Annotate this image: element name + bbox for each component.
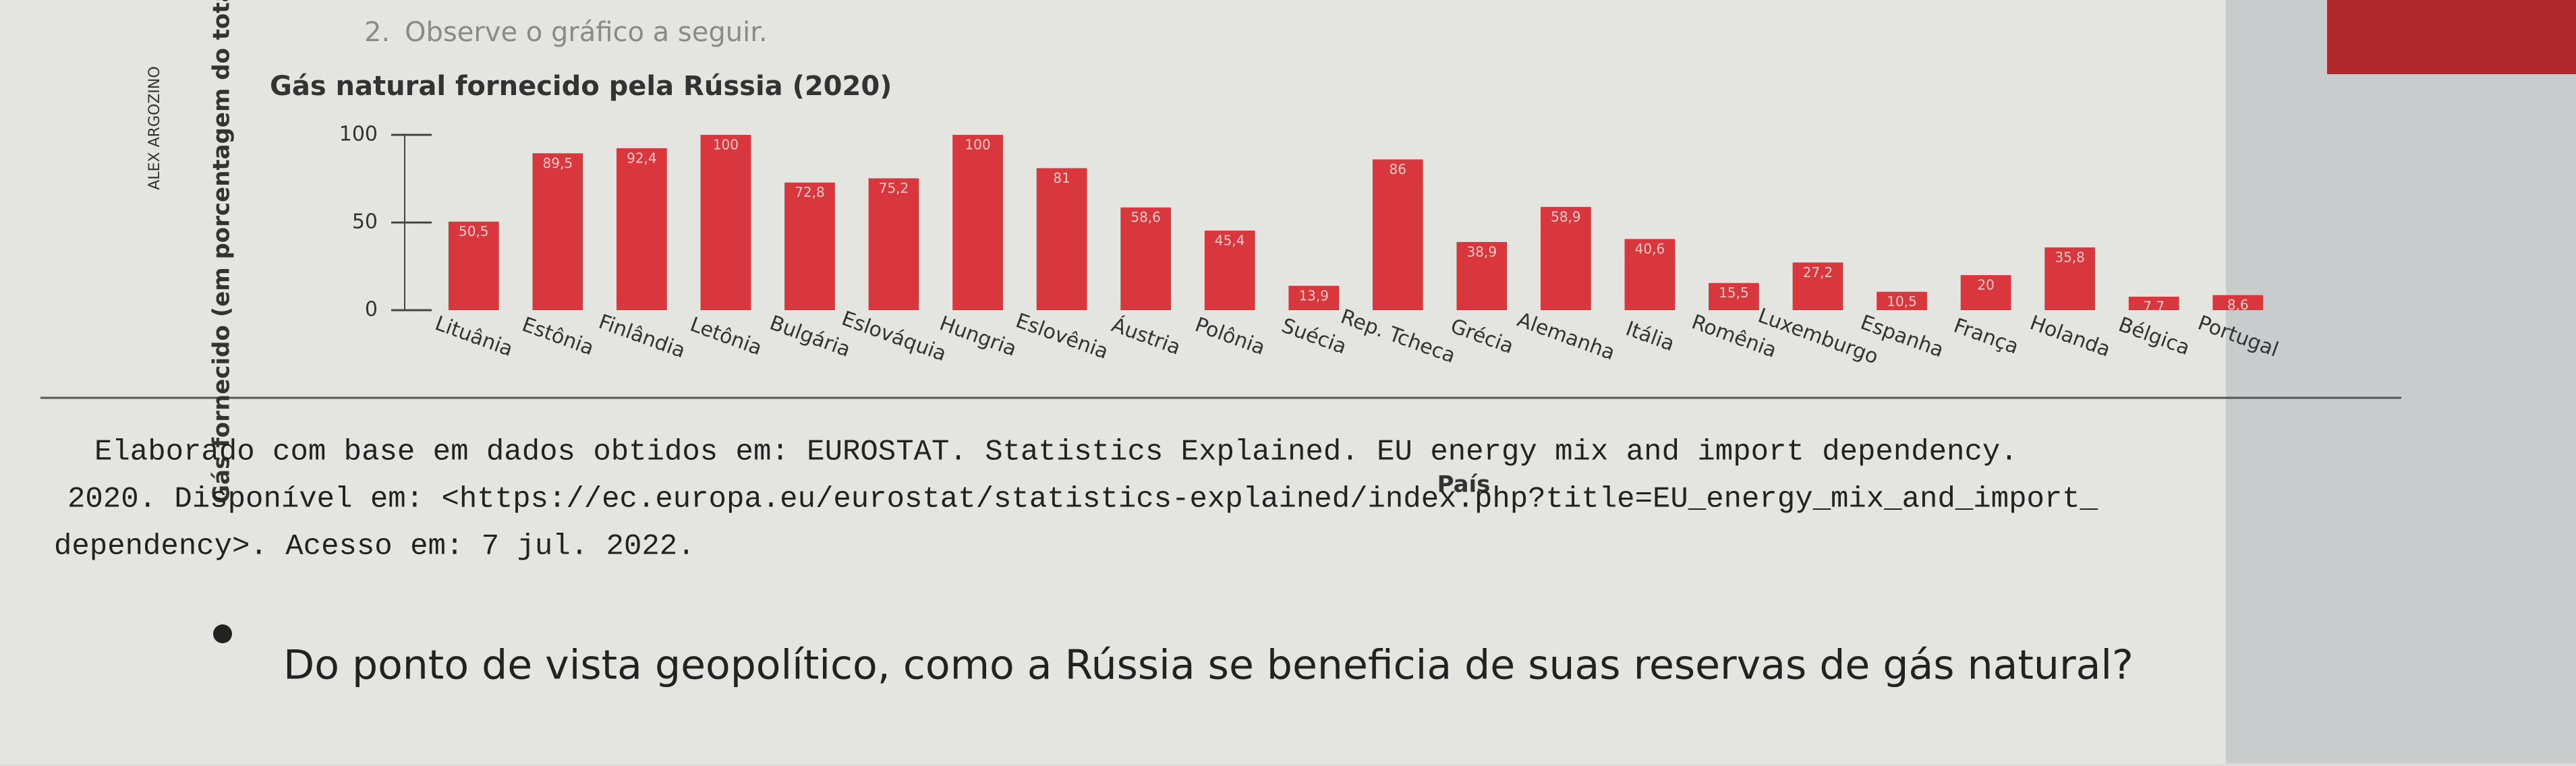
bar [952, 135, 1003, 310]
chart-title: Gás natural fornecido pela Rússia (2020) [270, 71, 892, 102]
value-label: 50,5 [459, 223, 489, 239]
bar [868, 178, 919, 310]
bar [1709, 283, 1759, 310]
bar [1877, 291, 1927, 310]
source-line: dependency>. Acesso em: 7 jul. 2022. [54, 530, 695, 564]
value-label: 58,6 [1130, 209, 1161, 225]
bar [2044, 247, 2095, 310]
value-label: 27,2 [1803, 264, 1833, 281]
bar [2212, 295, 2264, 310]
value-label: 92,4 [627, 150, 657, 166]
value-label: 81 [1053, 170, 1070, 186]
value-label: 58,9 [1551, 208, 1581, 225]
value-label: 100 [713, 137, 739, 153]
bar [784, 182, 835, 310]
bar [617, 148, 667, 310]
value-label: 100 [965, 137, 990, 153]
value-label: 10,5 [1887, 293, 1917, 310]
bar [2128, 296, 2179, 310]
question-number: 2. [364, 17, 390, 48]
value-label: 72,8 [795, 184, 825, 200]
bar [448, 221, 499, 310]
value-label: 45,4 [1215, 232, 1245, 248]
value-label: 35,8 [2055, 249, 2085, 265]
value-label: 86 [1390, 161, 1406, 177]
value-label: 75,2 [879, 180, 909, 196]
bar [1456, 241, 1508, 310]
bar [1541, 206, 1591, 310]
bar [1204, 230, 1255, 310]
bar [1036, 168, 1087, 310]
value-label: 7,7 [2143, 298, 2165, 314]
bar [1960, 275, 2011, 310]
y-tick-label: 100 [339, 123, 378, 146]
x-axis-label: País [1437, 471, 1491, 498]
source-line: 2020. Disponível em: <https://ec.europa.… [67, 483, 2098, 517]
bar [1624, 239, 1676, 310]
value-label: 8,6 [2227, 297, 2249, 313]
spiral-binding [2226, 0, 2576, 763]
bar [532, 153, 583, 310]
y-tick-label: 50 [352, 210, 378, 234]
bar [700, 135, 751, 310]
value-label: 40,6 [1635, 241, 1665, 257]
value-label: 20 [1977, 277, 1994, 293]
y-tick-label: 0 [365, 298, 378, 322]
source-line: Elaborado com base em dados obtidos em: … [94, 436, 2018, 469]
bar [1372, 159, 1423, 310]
bar [1792, 262, 1843, 310]
value-label: 89,5 [543, 155, 573, 171]
value-label: 38,9 [1467, 243, 1497, 260]
instruction: Observe o gráfico a seguir. [405, 17, 768, 48]
cover-edge [2327, 0, 2576, 74]
bar [1288, 285, 1340, 310]
credit: ALEX ARGOZINO [146, 66, 163, 189]
y-axis-label: Gás fornecido (em porcentagem do total) [208, 0, 235, 504]
value-label: 15,5 [1719, 285, 1749, 301]
question: Do ponto de vista geopolítico, como a Rú… [283, 642, 2134, 689]
bar [1120, 207, 1171, 310]
value-label: 13,9 [1298, 287, 1329, 303]
bullet [213, 624, 232, 643]
